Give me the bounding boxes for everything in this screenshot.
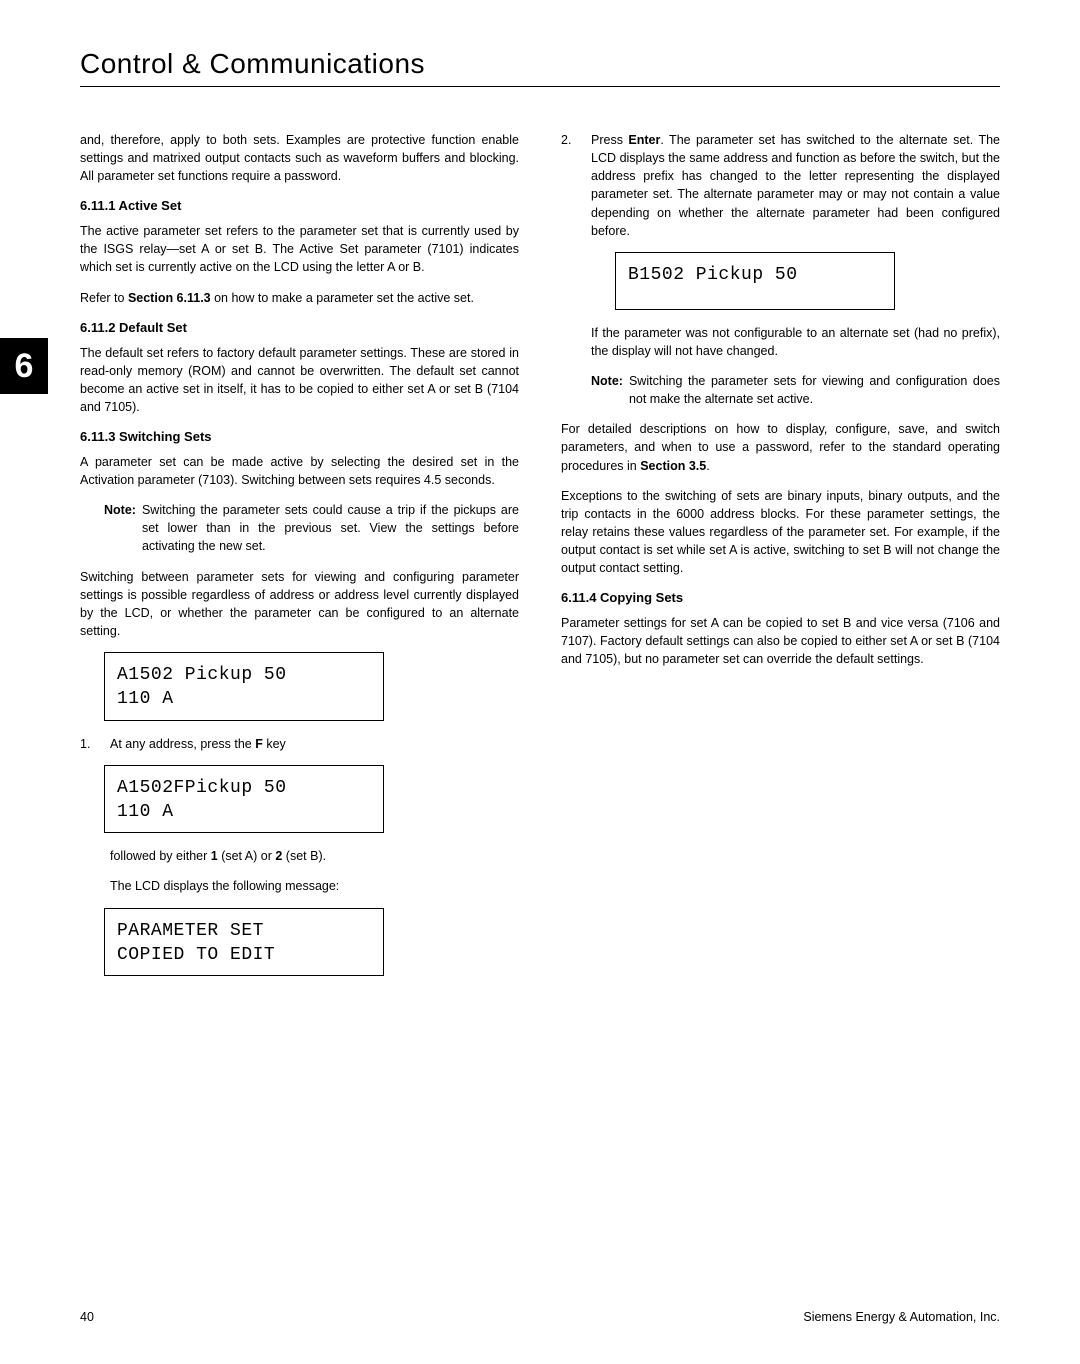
text: At any address, press the bbox=[110, 737, 255, 751]
active-set-p2: Refer to Section 6.11.3 on how to make a… bbox=[80, 289, 519, 307]
switching-p2: Switching between parameter sets for vie… bbox=[80, 568, 519, 641]
active-set-p1: The active parameter set refers to the p… bbox=[80, 222, 519, 276]
section-ref: Section 6.11.3 bbox=[128, 291, 211, 305]
note-viewing: Note: Switching the parameter sets for v… bbox=[591, 372, 1000, 408]
step-2: 2. Press Enter. The parameter set has sw… bbox=[561, 131, 1000, 240]
note-switching: Note: Switching the parameter sets could… bbox=[104, 501, 519, 555]
lcd-line: A1502FPickup 50 bbox=[117, 776, 371, 800]
key-f: F bbox=[255, 737, 263, 751]
footer-company: Siemens Energy & Automation, Inc. bbox=[803, 1310, 1000, 1324]
heading-copying-sets: 6.11.4 Copying Sets bbox=[561, 589, 1000, 608]
right-column: 2. Press Enter. The parameter set has sw… bbox=[561, 131, 1000, 990]
text: For detailed descriptions on how to disp… bbox=[561, 422, 1000, 472]
note-label: Note: bbox=[591, 372, 623, 408]
heading-active-set: 6.11.1 Active Set bbox=[80, 197, 519, 216]
step-1: 1. At any address, press the F key bbox=[80, 735, 519, 753]
lcd-display-1: A1502 Pickup 50 110 A bbox=[104, 652, 384, 721]
lcd-line: B1502 Pickup 50 bbox=[628, 263, 882, 287]
text: on how to make a parameter set the activ… bbox=[211, 291, 474, 305]
text: key bbox=[263, 737, 286, 751]
page-title: Control & Communications bbox=[80, 48, 1000, 87]
text: Press bbox=[591, 133, 628, 147]
note-body: Switching the parameter sets could cause… bbox=[142, 501, 519, 555]
text: followed by either bbox=[110, 849, 211, 863]
key-enter: Enter bbox=[628, 133, 660, 147]
right-p3: Exceptions to the switching of sets are … bbox=[561, 487, 1000, 578]
chapter-badge: 6 bbox=[0, 338, 48, 394]
chapter-number: 6 bbox=[15, 347, 34, 386]
section-ref: Section 3.5 bbox=[640, 459, 706, 473]
lcd-line: A1502 Pickup 50 bbox=[117, 663, 371, 687]
right-p2: For detailed descriptions on how to disp… bbox=[561, 420, 1000, 474]
switching-p1: A parameter set can be made active by se… bbox=[80, 453, 519, 489]
lcd-line: COPIED TO EDIT bbox=[117, 943, 371, 967]
heading-default-set: 6.11.2 Default Set bbox=[80, 319, 519, 338]
note-body: Switching the parameter sets for viewing… bbox=[629, 372, 1000, 408]
lcd-line: 110 A bbox=[117, 687, 371, 711]
text: (set A) or bbox=[218, 849, 276, 863]
text: . The parameter set has switched to the … bbox=[591, 133, 1000, 238]
key-1: 1 bbox=[211, 849, 218, 863]
text: Refer to bbox=[80, 291, 128, 305]
default-set-p1: The default set refers to factory defaul… bbox=[80, 344, 519, 417]
copying-p1: Parameter settings for set A can be copi… bbox=[561, 614, 1000, 668]
lcd-line: PARAMETER SET bbox=[117, 919, 371, 943]
lcd-line: 110 A bbox=[117, 800, 371, 824]
lcd-display-3: PARAMETER SET COPIED TO EDIT bbox=[104, 908, 384, 977]
step-number: 1. bbox=[80, 735, 98, 753]
text: (set B). bbox=[282, 849, 326, 863]
intro-paragraph: and, therefore, apply to both sets. Exam… bbox=[80, 131, 519, 185]
lcd-display-2: A1502FPickup 50 110 A bbox=[104, 765, 384, 834]
page-number: 40 bbox=[80, 1310, 94, 1324]
content-columns: and, therefore, apply to both sets. Exam… bbox=[80, 131, 1000, 990]
lcd-message-intro: The LCD displays the following message: bbox=[110, 877, 519, 895]
step-body: At any address, press the F key bbox=[110, 735, 519, 753]
step-number: 2. bbox=[561, 131, 579, 240]
heading-switching-sets: 6.11.3 Switching Sets bbox=[80, 428, 519, 447]
step-list: 1. At any address, press the F key bbox=[80, 735, 519, 753]
step-body: Press Enter. The parameter set has switc… bbox=[591, 131, 1000, 240]
lcd-display-4: B1502 Pickup 50 bbox=[615, 252, 895, 310]
followed-by: followed by either 1 (set A) or 2 (set B… bbox=[110, 847, 519, 865]
page-footer: 40 Siemens Energy & Automation, Inc. bbox=[80, 1310, 1000, 1324]
left-column: and, therefore, apply to both sets. Exam… bbox=[80, 131, 519, 990]
note-label: Note: bbox=[104, 501, 136, 555]
text: . bbox=[706, 459, 709, 473]
right-p1: If the parameter was not configurable to… bbox=[591, 324, 1000, 360]
